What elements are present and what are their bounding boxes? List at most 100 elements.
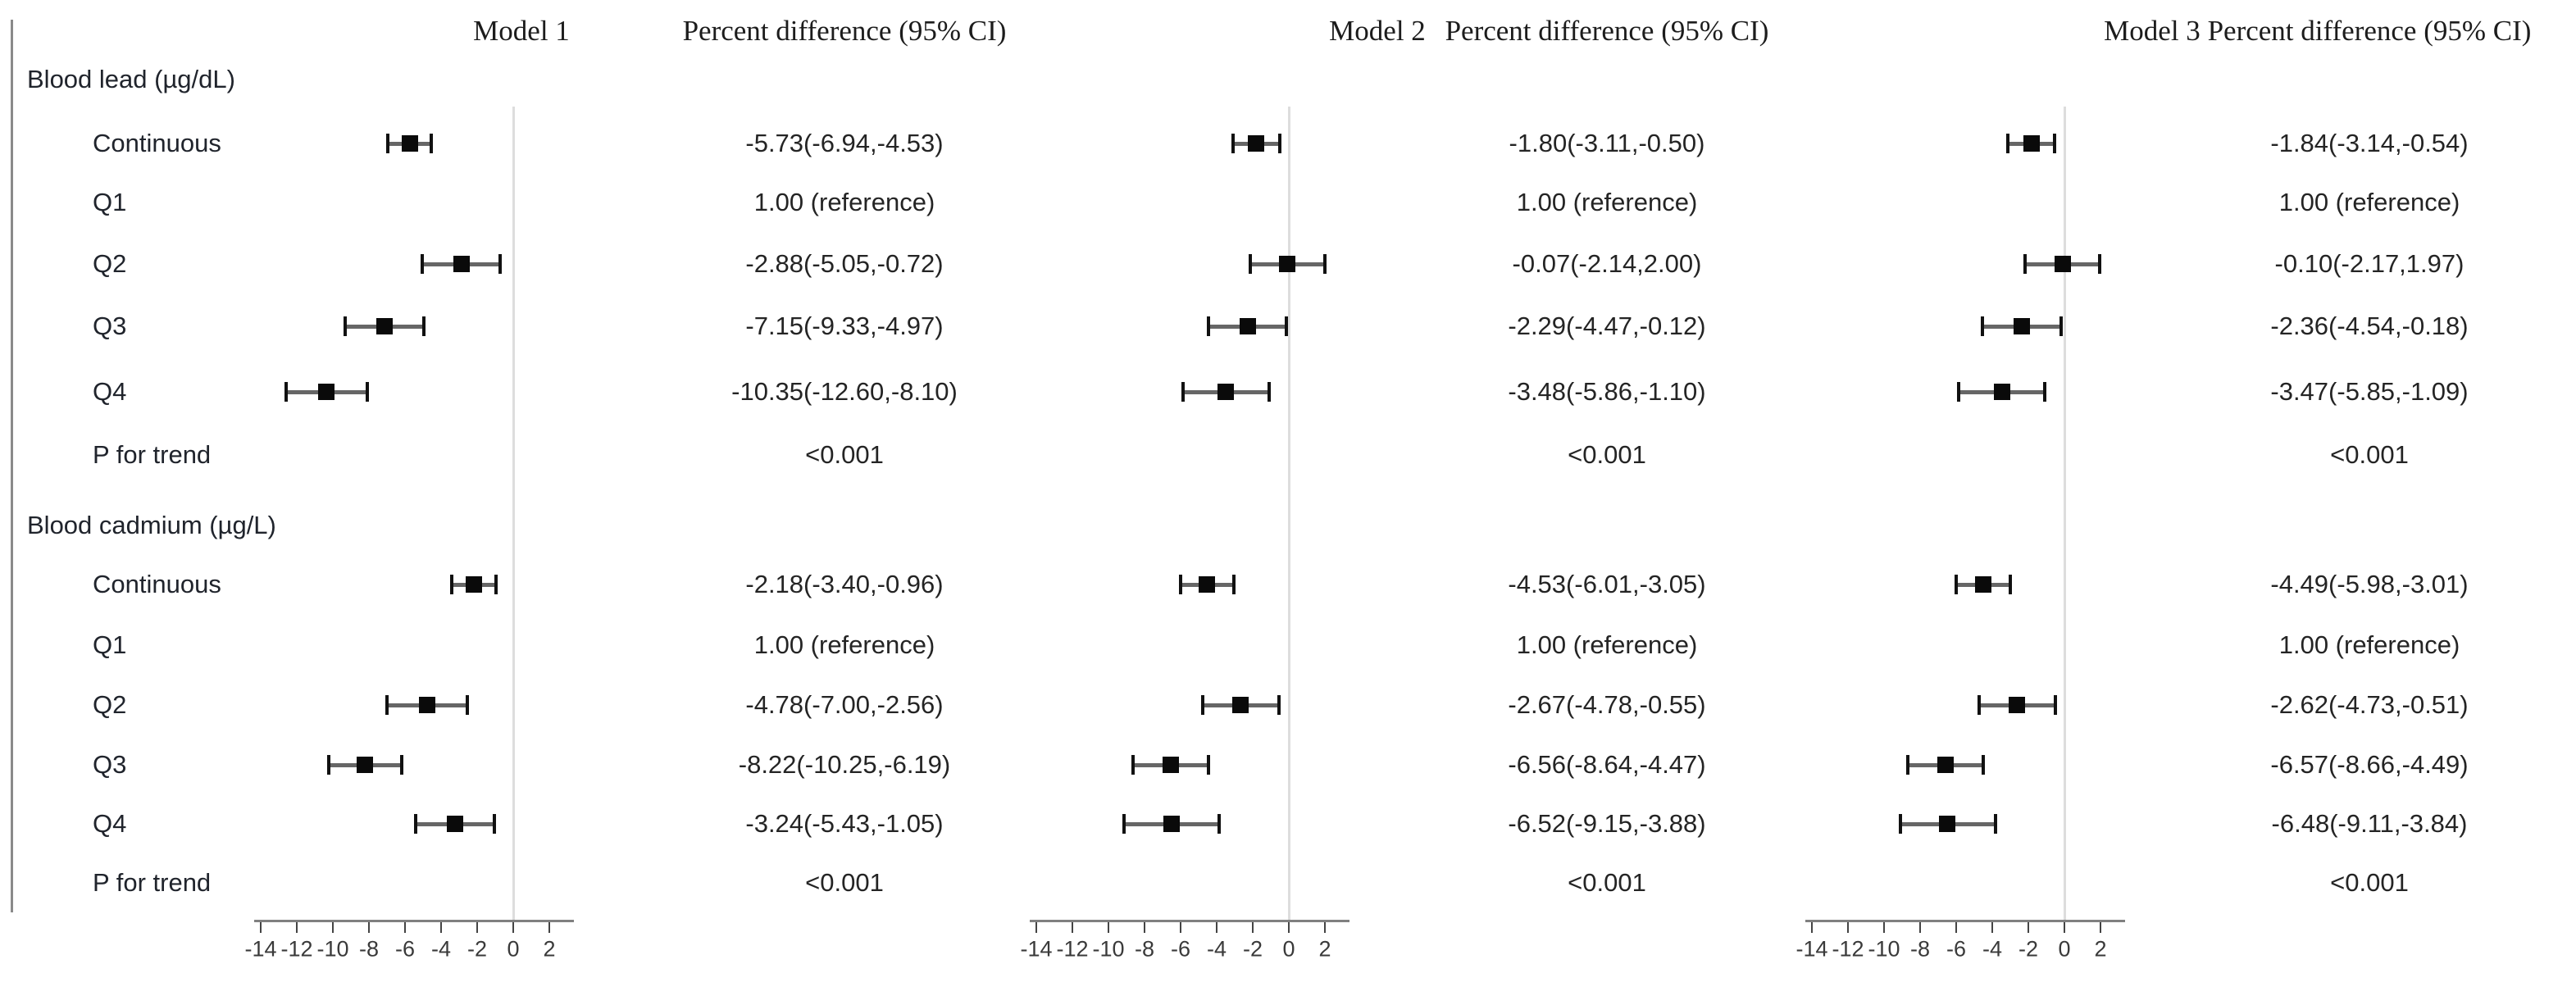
row-label: Continuous [93,129,221,157]
value-cell: 1.00 (reference) [753,630,935,659]
row-label: Q1 [93,188,127,216]
x-axis-tick-label: -2 [467,936,488,962]
forest-ci-cap [1977,695,1981,715]
forest-ci-cap [465,695,469,715]
section-label: Blood cadmium (µg/L) [27,511,276,539]
forest-marker [1937,757,1955,773]
value-column-header: Percent difference (95% CI) [1445,15,1769,47]
x-axis-tick-label: -6 [1946,936,1967,962]
forest-ci-cap [1277,695,1281,715]
row-label: Q2 [93,249,127,278]
forest-marker [2009,697,2026,713]
value-cell: -2.36(-4.54,-0.18) [2270,312,2469,340]
x-axis-tick [1144,922,1145,933]
value-cell: -6.52(-9.15,-3.88) [1508,809,1706,838]
forest-marker [401,135,418,152]
x-axis-tick-label: -10 [1092,936,1125,962]
model-header: Model 1 [473,15,570,47]
x-axis-line [1805,920,2125,922]
x-axis-tick [1955,922,1957,933]
x-axis-tick-label: -14 [1795,936,1828,962]
forest-ci-cap [450,575,454,594]
row-label: P for trend [93,440,212,469]
value-cell: -3.48(-5.86,-1.10) [1508,377,1706,406]
x-axis-tick-label: -2 [1242,936,1263,962]
forest-ci-cap [2023,254,2028,274]
x-axis-tick [2100,922,2101,933]
forest-marker [1199,576,1216,593]
forest-ci-cap [2053,134,2057,153]
value-cell: 1.00 (reference) [753,188,935,216]
row-label: P for trend [93,868,212,897]
value-cell: 1.00 (reference) [1516,630,1698,659]
forest-ci-cap [1285,316,1289,336]
x-axis-tick-label: -4 [430,936,452,962]
x-axis-tick-label: -14 [1020,936,1053,962]
x-axis-tick [1883,922,1885,933]
forest-ci-cap [1278,134,1281,153]
forest-ci-cap [1231,575,1236,594]
forest-ci-cap [430,134,434,153]
forest-ci-cap [420,254,424,274]
row-label: Q1 [93,630,127,659]
value-cell: -10.35(-12.60,-8.10) [731,377,958,406]
x-axis-tick [1847,922,1849,933]
forest-marker [318,384,335,400]
x-axis-tick [368,922,370,933]
forest-ci-cap [1957,382,1961,402]
forest-marker [1217,384,1235,400]
forest-marker [418,697,435,713]
forest-ci-cap [399,755,403,775]
forest-ci-cap [421,316,426,336]
forest-ci-cap [1231,134,1235,153]
value-cell: -3.47(-5.85,-1.09) [2270,377,2469,406]
value-cell: -6.56(-8.64,-4.47) [1508,750,1706,779]
x-axis-tick-label: 2 [1318,936,1331,962]
row-label: Q4 [93,809,127,838]
x-axis-tick-label: -8 [1134,936,1155,962]
row-label: Q4 [93,377,127,406]
value-cell: 1.00 (reference) [2278,188,2460,216]
forest-ci-cap [413,814,417,834]
left-axis-line [11,20,13,912]
forest-marker [1239,318,1256,334]
value-cell: 1.00 (reference) [1516,188,1698,216]
value-cell: -5.73(-6.94,-4.53) [745,129,944,157]
forest-ci-cap [1181,382,1186,402]
x-axis-tick [1035,922,1037,933]
x-axis-tick [260,922,262,933]
forest-ci-cap [1200,695,1204,715]
x-axis-line [254,920,574,922]
zero-reference-line [2064,107,2066,920]
value-cell: -6.48(-9.11,-3.84) [2271,809,2468,838]
forest-ci-cap [1131,755,1135,775]
forest-ci-cap [1898,814,1902,834]
x-axis-tick-label: 2 [543,936,556,962]
x-axis-tick-label: -10 [1868,936,1900,962]
forest-ci-cap [1122,814,1126,834]
value-cell: 1.00 (reference) [2278,630,2460,659]
forest-marker [446,816,463,832]
forest-marker [1939,816,1956,832]
value-cell: -4.53(-6.01,-3.05) [1508,570,1706,598]
forest-ci-cap [1981,316,1985,336]
zero-reference-line [1288,107,1290,920]
x-axis-tick-label: -10 [316,936,349,962]
value-cell: -1.84(-3.14,-0.54) [2270,129,2469,157]
value-cell: -2.18(-3.40,-0.96) [745,570,944,598]
forest-marker [375,318,393,334]
value-cell: -2.29(-4.47,-0.12) [1508,312,1706,340]
forest-ci-cap [498,254,503,274]
x-axis-tick-label: -6 [394,936,416,962]
x-axis-tick [512,922,514,933]
forest-marker [453,256,470,272]
forest-marker [1993,384,2010,400]
forest-marker [1279,256,1296,272]
value-cell: -0.07(-2.14,2.00) [1512,249,1702,278]
forest-ci-cap [365,382,369,402]
forest-marker [466,576,483,593]
x-axis-tick-label: 0 [1282,936,1295,962]
x-axis-tick-label: -8 [1909,936,1931,962]
x-axis-tick-label: -14 [244,936,277,962]
x-axis-tick [2028,922,2029,933]
